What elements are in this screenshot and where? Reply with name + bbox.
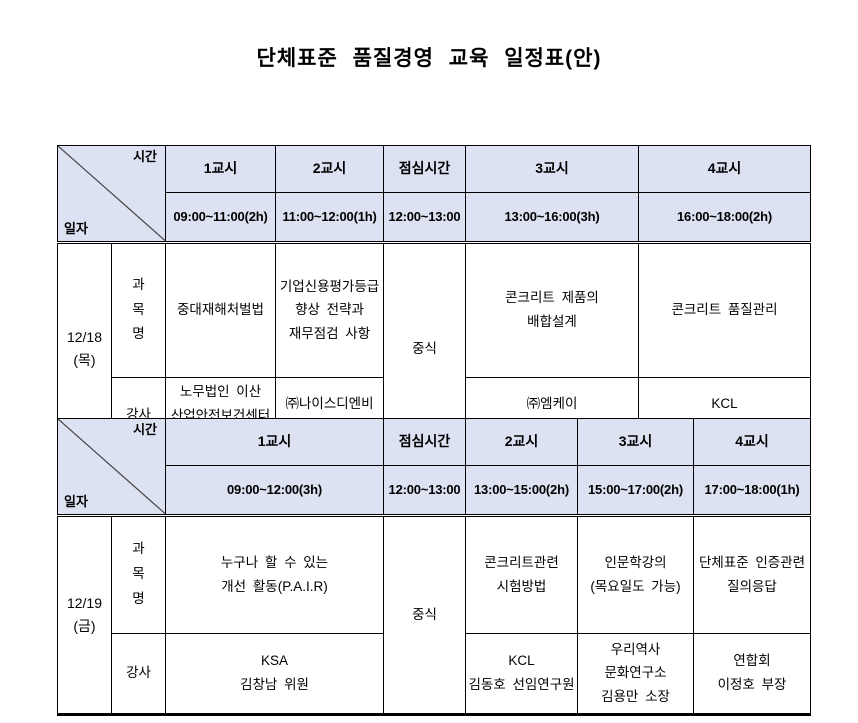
subject-row: 12/19 (금) 과 목 명 누구나 할 수 있는 개선 활동(P.A.I.R…	[57, 514, 811, 715]
time-header: 17:00~18:00(1h)	[693, 465, 811, 517]
period-header: 2교시	[465, 417, 578, 467]
date-cell: 12/19 (금)	[57, 514, 112, 715]
period-header-row: 시간 일자 1교시 2교시 점심시간 3교시 4교시	[57, 144, 811, 244]
corner-time-label: 시간	[133, 149, 157, 164]
diagonal-line	[58, 419, 165, 514]
subject-cell: 콘크리트 제품의 배합설계	[465, 241, 639, 378]
time-header: 09:00~11:00(2h)	[165, 192, 276, 244]
corner-date-label: 일자	[64, 220, 88, 236]
subject-cell: 콘크리트 품질관리	[638, 241, 811, 378]
time-header: 12:00~13:00	[383, 465, 466, 517]
subject-cell: 단체표준 인증관련 질의응답	[693, 514, 811, 634]
lunch-cell: 중식	[383, 514, 466, 715]
instructor-cell: 우리역사 문화연구소 김용만 소장	[577, 632, 694, 715]
subject-row-label: 과 목 명	[111, 241, 166, 378]
subject-cell: 기업신용평가등급 향상 전략과 재무점검 사항	[275, 241, 384, 378]
corner-date-label: 일자	[64, 493, 88, 509]
subject-cell: 콘크리트관련 시험방법	[465, 514, 578, 634]
instructor-cell: 연합회 이정호 부장	[693, 632, 811, 715]
period-header: 1교시	[165, 417, 384, 467]
corner-time-label: 시간	[133, 422, 157, 437]
instructor-cell: KSA 김창남 위원	[165, 632, 384, 715]
page-title: 단체표준 품질경영 교육 일정표(안)	[256, 47, 602, 70]
time-header: 13:00~16:00(3h)	[465, 192, 639, 244]
period-header: 4교시	[693, 417, 811, 467]
diagonal-line	[58, 146, 165, 241]
time-header-row: 09:00~12:00(3h) 12:00~13:00 13:00~15:00(…	[58, 465, 811, 517]
instructor-cell: KCL 김동호 선임연구원	[465, 632, 578, 715]
period-header: 점심시간	[383, 144, 466, 194]
subject-row-label: 과 목 명	[111, 514, 166, 634]
schedule-table-day2: 시간 일자 1교시 점심시간 2교시 3교시 4교시 09:00~12:00(3…	[57, 417, 811, 716]
period-header: 3교시	[577, 417, 694, 467]
time-header: 11:00~12:00(1h)	[275, 192, 384, 244]
time-header: 15:00~17:00(2h)	[577, 465, 694, 517]
period-header: 3교시	[465, 144, 639, 194]
corner-cell: 시간 일자	[57, 418, 166, 517]
instructor-row-label: 강사	[111, 632, 166, 715]
instructor-row: 강사 KSA 김창남 위원 KCL 김동호 선임연구원 우리역사 문화연구소 김…	[58, 632, 811, 715]
period-header-row: 시간 일자 1교시 점심시간 2교시 3교시 4교시	[57, 417, 811, 517]
subject-cell: 중대재해처벌법	[165, 241, 276, 378]
corner-cell: 시간 일자	[57, 145, 166, 244]
period-header: 1교시	[165, 144, 276, 194]
time-header: 13:00~15:00(2h)	[465, 465, 578, 517]
schedule-table-day1: 시간 일자 1교시 2교시 점심시간 3교시 4교시 09:00~11:00(2…	[57, 144, 811, 457]
time-header: 16:00~18:00(2h)	[638, 192, 811, 244]
period-header: 점심시간	[383, 417, 466, 467]
subject-cell: 인문학강의 (목요일도 가능)	[577, 514, 694, 634]
time-header: 09:00~12:00(3h)	[165, 465, 384, 517]
subject-row: 12/18 (목) 과 목 명 중대재해처벌법 기업신용평가등급 향상 전략과 …	[57, 241, 811, 456]
time-header-row: 09:00~11:00(2h) 11:00~12:00(1h) 12:00~13…	[58, 192, 811, 244]
time-header: 12:00~13:00	[383, 192, 466, 244]
period-header: 4교시	[638, 144, 811, 194]
period-header: 2교시	[275, 144, 384, 194]
subject-cell: 누구나 할 수 있는 개선 활동(P.A.I.R)	[165, 514, 384, 634]
